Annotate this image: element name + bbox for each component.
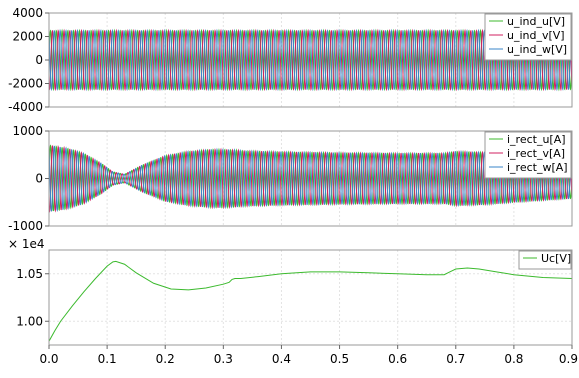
series-line-u_ind_v[V] [49,28,572,92]
x-tick-label: 0.2 [156,352,175,366]
legend-label: u_ind_u[V] [507,15,565,28]
panel-1: 4000 2000 0 -2000 -4000 u_ind_u[V]u_ind_v[V]u… [8,6,573,114]
x-tick-label: 0.0 [39,352,58,366]
y-tick-label: 1.05 [16,267,43,281]
y-tick-label: 4000 [12,6,43,20]
scale-label: × 1e4 [8,237,45,251]
x-tick-label: 0.4 [272,352,291,366]
x-tick-label: 0.9 [559,352,578,366]
x-tick-label: 0.8 [504,352,523,366]
legend-label: i_rect_w[A] [507,161,568,174]
x-tick-label: 0.3 [214,352,233,366]
y-tick-label: 1.00 [16,314,43,328]
legend-label: i_rect_u[A] [507,133,566,146]
y-tick-label: 0 [35,172,43,186]
legend-label: i_rect_v[A] [507,147,565,160]
x-tick-label: 0.5 [330,352,349,366]
x-tick-label: 0.6 [388,352,407,366]
series-line-Uc[V] [49,260,572,342]
y-tick-label: 2000 [12,30,43,44]
y-tick-label: 1000 [12,124,43,138]
y-tick-label: 0 [35,53,43,67]
legend-box [484,13,572,61]
legend-label: u_ind_w[V] [507,43,567,56]
plot-frame [48,249,573,346]
x-tick-label: 0.7 [446,352,465,366]
panel-2: 1000 0 -1000 i_rect_u[A]i_rect_v[A]i_rect_w… [8,124,573,233]
panel-3: 1.05 1.00 Uc[V] [16,249,573,346]
legend-label: u_ind_v[V] [507,29,565,42]
legend-box [518,250,572,270]
y-tick-label: -4000 [8,100,43,114]
y-tick-label: -2000 [8,77,43,91]
legend-box [484,131,572,179]
legend-label: Uc[V] [541,252,571,265]
x-tick-label: 0.1 [98,352,117,366]
series-line-i_rect_v[A] [49,145,572,214]
y-tick-label: -1000 [8,219,43,233]
